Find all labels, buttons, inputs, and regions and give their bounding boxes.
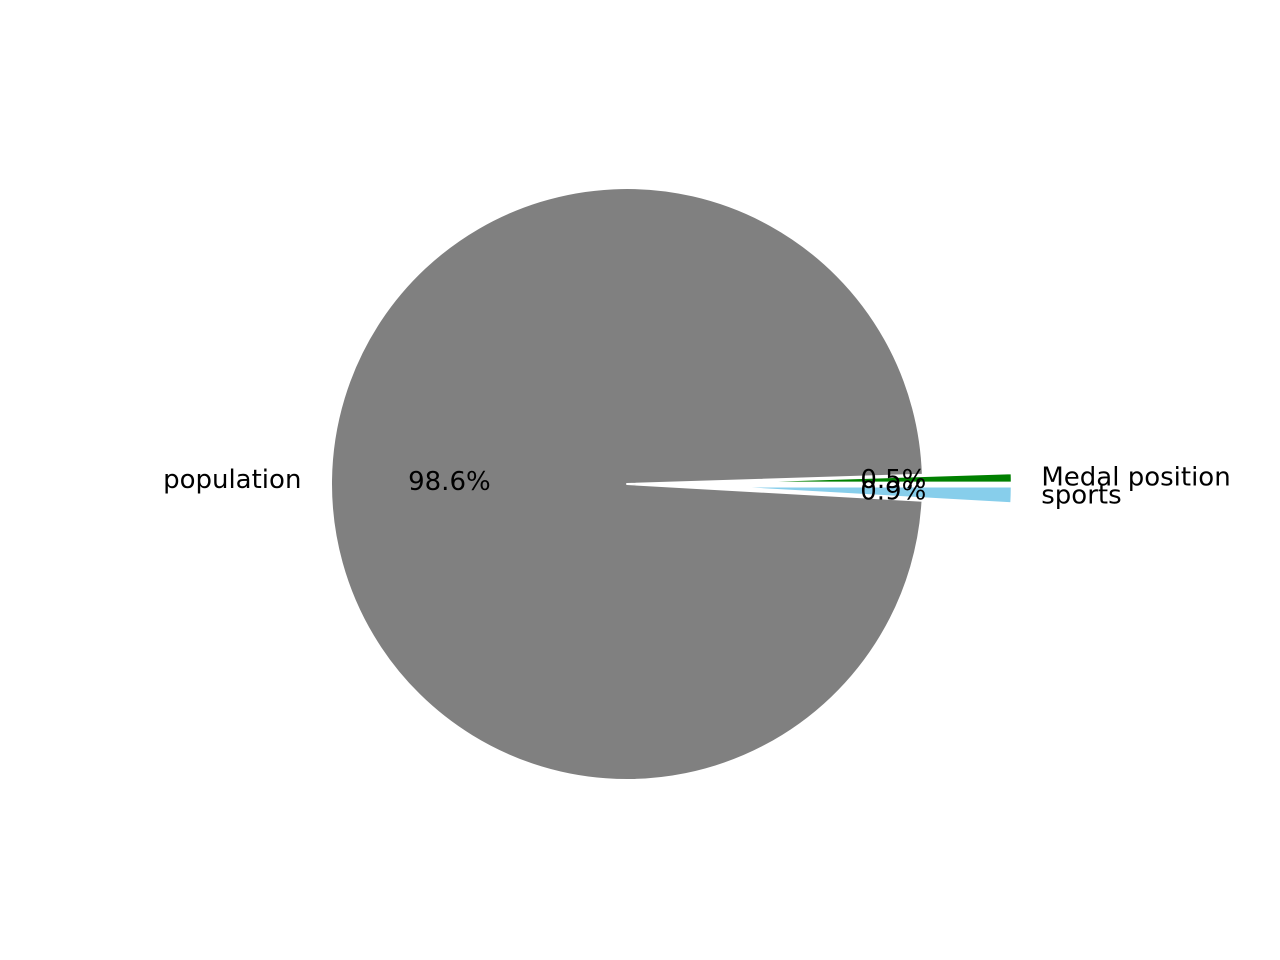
percent-label-medal-position: 0.5% [860,465,926,495]
percent-label-population: 98.6% [408,467,491,497]
slices-layer [330,187,1013,781]
pie-slice-medal-position [714,472,1013,484]
slice-label-population: population [163,465,301,495]
slice-label-sports: sports [1041,481,1121,511]
labels-layer: Medal position 0.5% population 98.6% sports 0… [163,462,1231,510]
percent-label-sports: 0.9% [860,477,926,507]
slice-label-medal-position: Medal position [1041,462,1230,492]
pie-slice-sports [714,485,1013,505]
pie-slice-population [330,187,924,781]
